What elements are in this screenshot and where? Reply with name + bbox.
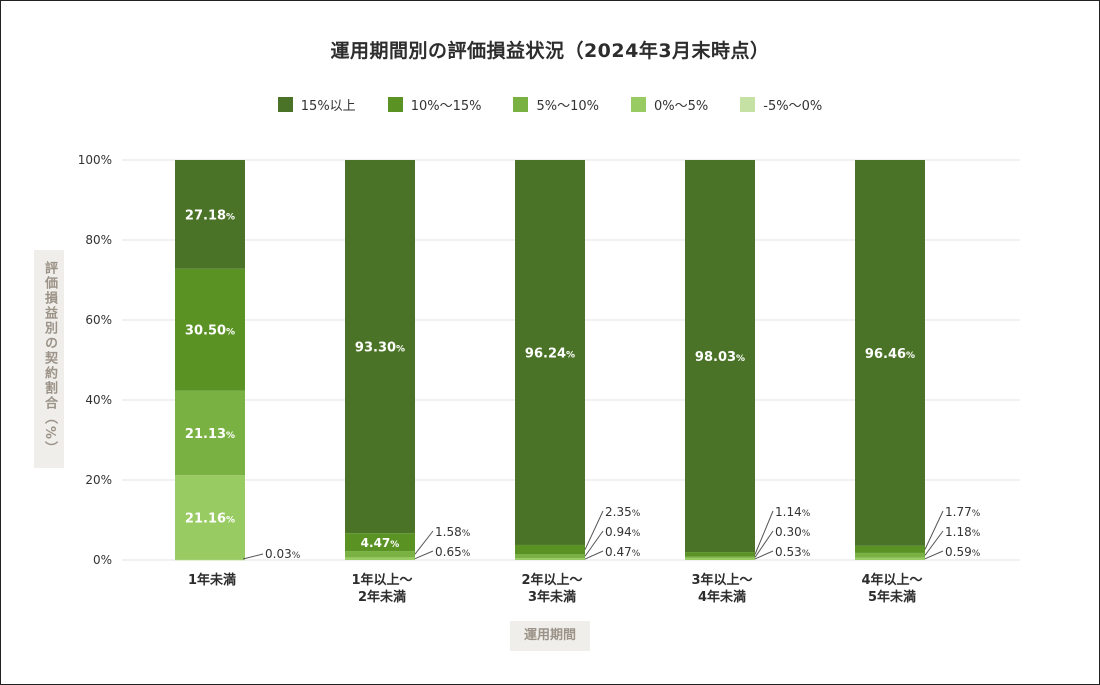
leader-line <box>584 530 604 557</box>
data-label: 1.14% <box>775 505 811 519</box>
bar-segment <box>515 544 585 555</box>
data-label: 96.46% <box>865 347 915 362</box>
data-label: 0.53% <box>775 545 811 559</box>
y-tick-label: 40% <box>85 393 112 407</box>
leader-line <box>924 530 944 556</box>
legend-item: 10%〜15% <box>387 95 482 114</box>
data-label: 2.35% <box>605 505 641 519</box>
data-label: 30.50% <box>185 324 235 339</box>
legend-swatch <box>513 96 529 112</box>
x-tick-label: 4年以上〜 <box>861 572 922 588</box>
leader-line <box>242 553 264 560</box>
y-axis-title: 評価損益別の契約割合（%） <box>34 250 64 468</box>
bar-segment <box>175 475 245 560</box>
y-tick-label: 100% <box>78 153 112 167</box>
legend-label: 15%以上 <box>300 98 356 114</box>
bar-segment <box>345 533 415 552</box>
data-label: 98.03% <box>695 350 745 365</box>
leader-line <box>754 530 774 558</box>
bar-segment <box>685 556 755 558</box>
x-tick-label: 1年以上〜 <box>351 572 412 588</box>
data-label: 93.30% <box>355 341 405 356</box>
x-axis-title: 運用期間 <box>510 621 590 651</box>
bar-segment <box>515 160 585 545</box>
leader-line <box>414 530 434 555</box>
y-tick-label: 60% <box>85 313 112 327</box>
data-label: 21.13% <box>185 427 235 442</box>
data-label: 0.59% <box>945 545 981 559</box>
leader-line <box>924 550 944 560</box>
y-tick-label: 80% <box>85 233 112 247</box>
data-label: 96.24% <box>525 346 575 361</box>
data-label: 0.47% <box>605 545 641 559</box>
bar-segment <box>345 551 415 558</box>
y-tick-label: 20% <box>85 473 112 487</box>
bar-segment <box>855 160 925 546</box>
data-label: 1.77% <box>945 505 981 519</box>
bar-segment <box>855 545 925 553</box>
legend-swatch <box>740 96 756 112</box>
bar-segment <box>345 557 415 560</box>
leader-line <box>584 510 604 550</box>
legend: 15%以上 10%〜15% 5%〜10% 0%〜5% -5%〜0% <box>0 94 1100 114</box>
leader-line <box>584 550 604 560</box>
data-label: 0.30% <box>775 525 811 539</box>
bar-segment <box>685 160 755 553</box>
data-label: 21.16% <box>185 512 235 527</box>
x-tick-label: 2年未満 <box>358 589 406 605</box>
legend-swatch <box>387 96 403 112</box>
x-tick-label: 2年以上〜 <box>521 572 582 588</box>
bar-segment <box>175 390 245 476</box>
data-label: 27.18% <box>185 208 235 223</box>
x-tick-label: 3年以上〜 <box>691 572 752 588</box>
data-label: 1.58% <box>435 525 471 539</box>
data-label: 1.18% <box>945 525 981 539</box>
data-label: 0.94% <box>605 525 641 539</box>
legend-swatch <box>277 96 293 112</box>
data-label: 0.03% <box>265 547 301 561</box>
legend-label: 5%〜10% <box>536 98 600 114</box>
legend-label: 10%〜15% <box>410 98 482 114</box>
x-tick-label: 1年未満 <box>188 572 236 588</box>
x-tick-label: 3年未満 <box>528 589 576 605</box>
bar-segment <box>515 558 585 560</box>
legend-item: 5%〜10% <box>513 95 599 114</box>
leader-line <box>754 510 774 555</box>
bar-segment <box>685 552 755 557</box>
legend-label: 0%〜5% <box>654 98 709 114</box>
chart-title: 運用期間別の評価損益状況（2024年3月末時点） <box>330 40 770 62</box>
x-tick-label: 4年未満 <box>698 589 746 605</box>
legend-swatch <box>631 96 647 112</box>
bar-segment <box>175 268 245 391</box>
bar-segment <box>685 557 755 560</box>
data-label: 0.65% <box>435 545 471 559</box>
legend-item: -5%〜0% <box>740 95 822 114</box>
bar-segment <box>855 557 925 560</box>
leader-line <box>924 510 944 550</box>
data-label: 4.47% <box>361 536 400 550</box>
bar-segment <box>175 559 245 561</box>
leader-line <box>754 550 774 560</box>
legend-item: 0%〜5% <box>631 95 708 114</box>
bar-segment <box>855 552 925 558</box>
bar-segment <box>175 160 245 269</box>
legend-label: -5%〜0% <box>763 98 823 114</box>
legend-item: 15%以上 <box>277 95 356 114</box>
x-tick-label: 5年未満 <box>868 589 916 605</box>
y-tick-label: 0% <box>93 553 112 567</box>
bar-segment <box>345 160 415 534</box>
leader-line <box>414 550 434 560</box>
bar-segment <box>515 554 585 559</box>
